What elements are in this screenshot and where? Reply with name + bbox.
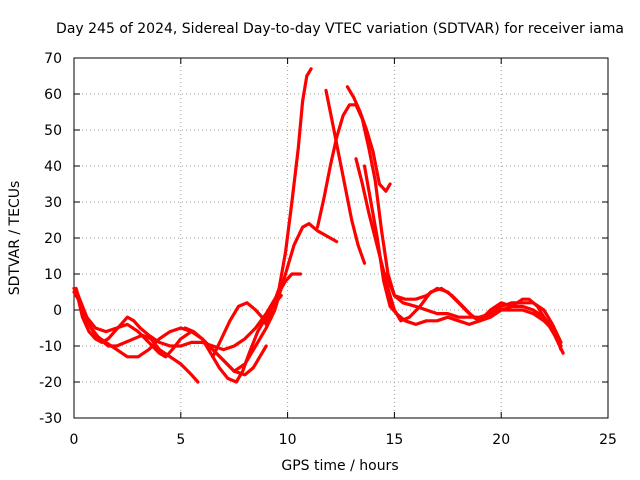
y-tick-label: 40: [44, 159, 62, 175]
series-track-g: [324, 88, 367, 265]
x-tick-label: 0: [70, 432, 79, 448]
y-tick-label: 50: [44, 123, 62, 139]
y-tick-label: 70: [44, 51, 62, 67]
x-tick-label: 5: [176, 432, 185, 448]
x-tick-label: 20: [492, 432, 510, 448]
series-track-e: [183, 294, 283, 384]
tick-labels: 0 5 10 15 20 25 -30 -20 -10 0 10 20 30 40 50 60 70: [39, 51, 617, 448]
x-tick-label: 10: [279, 432, 297, 448]
series-track-f: [211, 67, 313, 359]
y-tick-label: 20: [44, 231, 62, 247]
y-tick-label: -10: [39, 339, 62, 355]
plot-area: [72, 67, 565, 384]
y-tick-label: 60: [44, 87, 62, 103]
series-track-i: [345, 85, 392, 193]
x-axis-label: GPS time / hours: [281, 458, 398, 474]
grid: [74, 58, 608, 418]
y-tick-label: 0: [53, 303, 62, 319]
x-tick-label: 15: [385, 432, 403, 448]
y-tick-label: -20: [39, 375, 62, 391]
series-track-l: [384, 272, 563, 352]
series-track-c: [74, 286, 200, 384]
series-track-h: [315, 103, 563, 348]
chart-title: Day 245 of 2024, Sidereal Day-to-day VTE…: [56, 21, 624, 37]
x-tick-label: 25: [599, 432, 617, 448]
y-tick-label: 30: [44, 195, 62, 211]
ticks: [73, 57, 609, 419]
series-track-k: [362, 164, 565, 355]
series-track-a: [72, 272, 302, 352]
y-tick-label: 10: [44, 267, 62, 283]
y-tick-label: -30: [39, 411, 62, 427]
y-axis-label: SDTVAR / TECUs: [7, 181, 23, 296]
